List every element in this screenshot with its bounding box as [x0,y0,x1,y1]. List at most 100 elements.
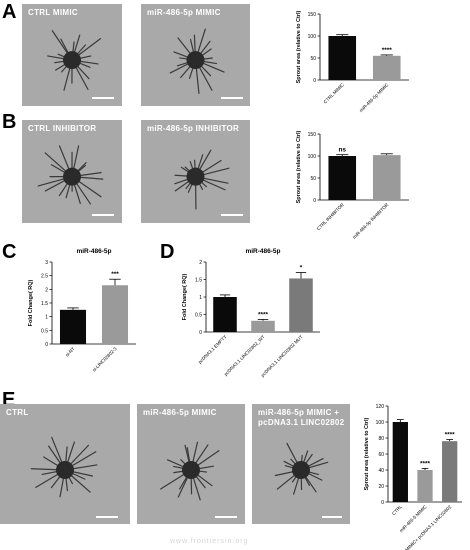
micrograph-mir486-inhibitor: miR-486-5p INHIBITOR [141,120,250,223]
scale-bar [215,516,237,518]
y-tick-label: 0 [313,198,316,204]
bar [372,155,401,200]
x-tick-label: CTRL [391,504,403,516]
scale-bar [322,516,342,518]
bar [213,297,237,332]
chart-b: 0 50 100 150 Sprout area (relative to Ctrl) n… [296,130,409,240]
panel-letter-d: D [160,241,175,263]
y-tick-label: 40 [378,468,384,474]
micrograph-ctrl-inhibitor: CTRL INHIBITOR [22,120,122,223]
chart-c: miR-486-5p 0 0.5 1 1.5 2 2.5 3 Fold Change( RQ) s… [28,248,136,373]
y-axis-label: Fold Change( RQ) [28,279,34,326]
scale-bar [221,214,243,216]
spheroid-image [22,120,122,223]
significance-label: **** [420,460,431,467]
y-tick-label: 2 [45,287,48,293]
x-tick-label: pcDNA3.1 EMPTY [197,334,227,364]
y-axis-label: Sprout area (relative to Ctrl) [364,417,370,490]
y-tick-label: 100 [308,34,317,40]
spheroid-core [292,461,310,479]
micrograph-label: miR-486-5p INHIBITOR [147,124,240,133]
spheroid-core [186,51,205,70]
significance-label: *** [111,271,119,278]
y-tick-label: 1.5 [195,278,202,284]
x-tick-label: CTRL MIMIC [323,82,346,105]
footer-watermark: www.frontiersin.org [170,538,249,545]
y-tick-label: 20 [378,484,384,490]
panel-letter-a: A [2,1,17,23]
y-tick-label: 1 [199,295,202,301]
micrograph-ctrl-mimic: CTRL MIMIC [22,4,122,106]
bar [392,422,408,502]
significance-label: **** [382,47,393,54]
y-tick-label: 0 [381,500,384,506]
spheroid-image [141,4,250,106]
spheroid-image [22,4,122,106]
bar [251,320,275,332]
y-tick-label: 100 [308,154,317,160]
y-tick-label: 120 [376,404,385,410]
bar [372,55,401,80]
micrograph-mir486-mimic-e: miR-486-5p MIMIC [137,404,245,524]
y-axis-label: Sprout area (relative to Ctrl) [296,130,302,203]
y-tick-label: 0.5 [195,313,202,319]
bar [417,470,433,502]
micrograph-label: CTRL INHIBITOR [28,124,97,133]
bar [442,441,458,502]
spheroid-core [186,167,205,186]
micrograph-label: miR-486-5p MIMIC + pcDNA3.1 LINC02802 [258,408,345,427]
chart-title: miR-486-5p [76,248,111,255]
bar [101,285,129,344]
y-axis-label: Sprout area (relative to Ctrl) [296,10,302,83]
significance-label: ns [338,147,346,154]
spheroid-image [141,120,250,223]
spheroid-core [63,51,81,70]
y-tick-label: 0.5 [41,328,48,334]
bar [328,156,357,200]
scale-bar [92,97,114,99]
significance-label: * [300,265,303,272]
x-tick-label: pcDNA3.1 LINC02802_WT [223,334,266,377]
y-tick-label: 3 [45,260,48,266]
scale-bar [92,214,114,216]
x-tick-label: miR-486-5p INHIBITOR [352,202,390,240]
x-tick-label: si-NT [64,346,75,357]
x-tick-label: si-LINC02802-3 [91,346,118,373]
scale-bar [221,97,243,99]
chart-e: 0 20 40 60 80 100 120 Sprout area (relative to … [364,404,462,550]
spheroid-core [63,167,81,186]
spheroid-image [252,404,350,524]
chart-title: miR-486-5p [245,248,280,255]
spheroid-core [182,461,200,479]
y-tick-label: 150 [308,132,317,138]
y-tick-label: 2 [199,260,202,266]
micrograph-label: miR-486-5p MIMIC [147,8,221,17]
chart-a: 0 50 100 150 Sprout area (relative to Ctrl) C… [296,10,409,113]
y-tick-label: 1.5 [41,301,48,307]
scale-bar [96,516,118,518]
micrograph-mir486-mimic-pcdna: miR-486-5p MIMIC + pcDNA3.1 LINC02802 [252,404,350,524]
x-tick-label: pcDNA3.1 LINC02802 MUT [260,334,304,378]
y-tick-label: 100 [376,420,385,426]
y-tick-label: 0 [313,78,316,84]
y-tick-label: 1 [45,315,48,321]
y-tick-label: 0 [199,330,202,336]
spheroid-image [0,404,130,524]
y-tick-label: 80 [378,436,384,442]
spheroid-core [56,461,74,479]
bar [59,309,87,344]
micrograph-label: CTRL [6,408,29,417]
micrograph-ctrl: CTRL [0,404,130,524]
significance-label: **** [258,311,269,318]
chart-d: miR-486-5p 0 0.5 1 1.5 2 Fold Change( RQ) pcDNA… [182,248,320,378]
y-tick-label: 0 [45,342,48,348]
y-tick-label: 50 [310,56,316,62]
y-tick-label: 150 [308,12,317,18]
panel-letter-c: C [2,241,17,263]
micrograph-label: miR-486-5p MIMIC [143,408,217,417]
bar [289,278,313,332]
micrograph-mir486-mimic: miR-486-5p MIMIC [141,4,250,106]
spheroid-image [137,404,245,524]
y-axis-label: Fold Change( RQ) [182,273,188,320]
bar [328,36,357,80]
